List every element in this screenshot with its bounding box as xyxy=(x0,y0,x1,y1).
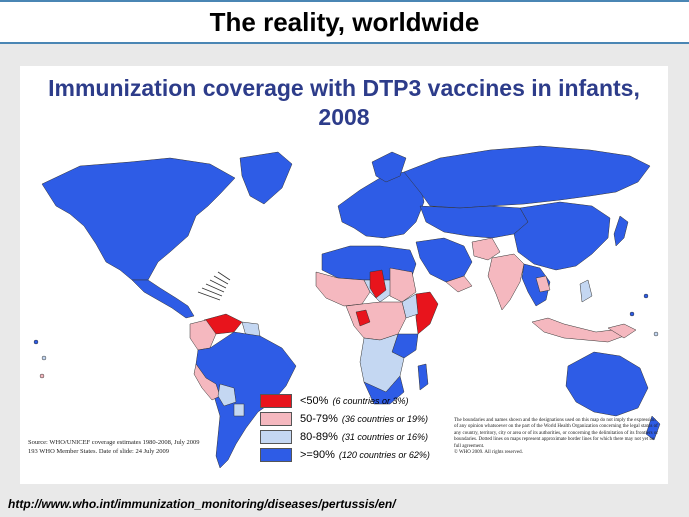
legend-item-lt50: <50% (6 countries or 3%) xyxy=(260,394,408,408)
disclaimer-text: The boundaries and names shown and the d… xyxy=(454,418,659,449)
region-greenland xyxy=(239,151,293,205)
island-dot xyxy=(39,373,45,379)
source-url-link[interactable]: http://www.who.int/immunization_monitori… xyxy=(8,497,396,511)
map-title: Immunization coverage with DTP3 vaccines… xyxy=(20,74,668,132)
legend-label: 80-89% xyxy=(300,431,338,443)
legend-count: (6 countries or 3%) xyxy=(332,396,409,406)
region-europe xyxy=(337,171,425,239)
legend-item-ge90: >=90% (120 countries or 62%) xyxy=(260,448,430,462)
region-japan xyxy=(613,215,629,247)
region-central-america xyxy=(131,279,195,319)
legend-swatch xyxy=(260,412,292,426)
legend-label: >=90% xyxy=(300,449,335,461)
region-png xyxy=(607,323,637,339)
island-dot xyxy=(41,355,47,361)
map-panel: Immunization coverage with DTP3 vaccines… xyxy=(20,66,668,484)
copyright: © WHO 2009. All rights reserved. xyxy=(454,450,523,456)
region-nigeria xyxy=(355,309,371,327)
island-dot xyxy=(629,311,635,317)
map-title-line2: 2008 xyxy=(318,104,370,130)
region-new-zealand xyxy=(645,415,661,441)
region-india xyxy=(487,253,525,311)
legend-label: <50% xyxy=(300,395,329,407)
region-sudan xyxy=(389,267,417,303)
world-map xyxy=(33,145,661,469)
island-dot xyxy=(33,339,39,345)
region-somalia xyxy=(415,291,439,335)
island-dot xyxy=(643,293,649,299)
region-yemen xyxy=(445,275,473,293)
legend-count: (31 countries or 16%) xyxy=(341,432,428,442)
member-states-line: 193 WHO Member States. Date of slide: 24… xyxy=(28,448,170,455)
region-indonesia xyxy=(531,317,625,343)
region-south-america xyxy=(195,331,297,469)
region-middle-east xyxy=(415,237,473,283)
region-laos-cambodia xyxy=(535,275,551,293)
region-china xyxy=(513,201,611,271)
region-afghanistan xyxy=(471,237,501,261)
caribbean-lines xyxy=(197,271,231,301)
region-south-africa xyxy=(363,375,405,405)
region-australia xyxy=(565,351,649,417)
source-note: Source: WHO/UNICEF coverage estimates 19… xyxy=(28,438,238,456)
region-central-asia xyxy=(419,205,529,239)
region-chad xyxy=(369,269,387,299)
legend-count: (36 countries or 19%) xyxy=(341,414,428,424)
slide-title: The reality, worldwide xyxy=(209,6,480,37)
region-russia xyxy=(403,145,651,209)
legend-swatch xyxy=(260,430,292,444)
map-title-line1: Immunization coverage with DTP3 vaccines… xyxy=(48,75,640,101)
legend-item-50-79: 50-79% (36 countries or 19%) xyxy=(260,412,428,426)
region-madagascar xyxy=(417,363,429,391)
region-paraguay xyxy=(233,403,245,417)
disclaimer: The boundaries and names shown and the d… xyxy=(454,418,659,456)
legend-count: (120 countries or 62%) xyxy=(338,450,430,460)
region-philippines xyxy=(579,279,593,303)
region-se-asia xyxy=(521,263,551,307)
legend-label: 50-79% xyxy=(300,413,338,425)
slide-title-bar: The reality, worldwide xyxy=(0,0,689,44)
source-line: Source: WHO/UNICEF coverage estimates 19… xyxy=(28,439,200,446)
legend-swatch xyxy=(260,448,292,462)
region-scandinavia xyxy=(371,151,407,183)
region-north-america xyxy=(41,157,236,281)
legend-swatch xyxy=(260,394,292,408)
island-dot xyxy=(653,331,659,337)
region-bolivia xyxy=(217,383,237,407)
legend-item-80-89: 80-89% (31 countries or 16%) xyxy=(260,430,428,444)
region-peru xyxy=(193,363,221,401)
